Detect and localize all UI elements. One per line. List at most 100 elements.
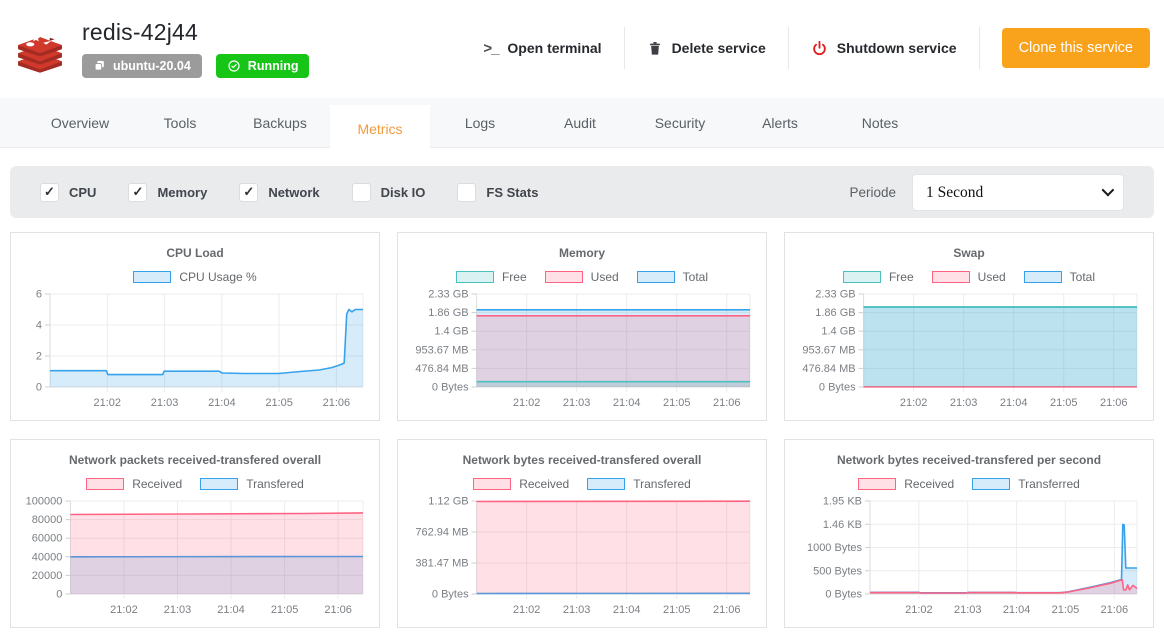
legend-item-received[interactable]: Received xyxy=(86,477,182,491)
tab-overview[interactable]: Overview xyxy=(30,98,130,148)
legend-swatch xyxy=(200,478,238,490)
chart-legend: Received Transferred xyxy=(785,476,1153,492)
svg-text:476.84 MB: 476.84 MB xyxy=(802,363,855,375)
periode-select[interactable]: 1 Second xyxy=(912,174,1124,211)
legend-swatch xyxy=(1024,271,1062,283)
legend-item-transferred[interactable]: Transferred xyxy=(972,477,1080,491)
chart-card-memory: MemoryFreeUsedTotal2.33 GB1.86 GB1.4 GB9… xyxy=(397,232,767,421)
legend-swatch xyxy=(473,478,511,490)
legend-item-cpu-usage[interactable]: CPU Usage % xyxy=(133,270,256,284)
legend-label: Received xyxy=(904,477,954,491)
svg-text:0 Bytes: 0 Bytes xyxy=(825,589,862,601)
checkbox-unchecked[interactable] xyxy=(352,183,371,202)
checkbox-fs-stats[interactable]: FS Stats xyxy=(457,183,538,202)
divider xyxy=(979,27,980,69)
legend-swatch xyxy=(843,271,881,283)
tab-logs[interactable]: Logs xyxy=(430,98,530,148)
checkbox-network[interactable]: ✓ Network xyxy=(239,183,319,202)
legend-item-transfered[interactable]: Transfered xyxy=(200,477,304,491)
tab-metrics[interactable]: Metrics xyxy=(330,105,430,153)
svg-text:21:04: 21:04 xyxy=(613,604,641,616)
clone-service-button[interactable]: Clone this service xyxy=(1002,28,1150,68)
status-badge-label: Running xyxy=(248,59,299,73)
svg-text:21:02: 21:02 xyxy=(900,397,928,409)
chart-plot: 1.12 GB762.94 MB381.47 MB0 Bytes21:0221:… xyxy=(407,496,757,618)
chart-title: Network bytes received-transfered per se… xyxy=(785,453,1153,467)
legend-item-total[interactable]: Total xyxy=(1024,270,1095,284)
legend-item-free[interactable]: Free xyxy=(843,270,914,284)
svg-text:21:03: 21:03 xyxy=(563,604,591,616)
svg-text:953.67 MB: 953.67 MB xyxy=(415,344,468,356)
chart-legend: Free Used Total xyxy=(785,269,1153,285)
legend-item-received[interactable]: Received xyxy=(858,477,954,491)
legend-item-total[interactable]: Total xyxy=(637,270,708,284)
legend-item-transfered[interactable]: Transfered xyxy=(587,477,691,491)
svg-text:4: 4 xyxy=(36,320,42,332)
checkbox-disk-io[interactable]: Disk IO xyxy=(352,183,426,202)
tab-tools[interactable]: Tools xyxy=(130,98,230,148)
svg-text:21:05: 21:05 xyxy=(663,397,691,409)
checkbox-label: Network xyxy=(268,185,319,200)
legend-label: Used xyxy=(591,270,619,284)
svg-text:0: 0 xyxy=(56,589,62,601)
svg-text:21:02: 21:02 xyxy=(513,604,541,616)
trash-icon xyxy=(647,40,663,57)
svg-text:0 Bytes: 0 Bytes xyxy=(819,382,856,394)
legend-item-free[interactable]: Free xyxy=(456,270,527,284)
tab-backups[interactable]: Backups xyxy=(230,98,330,148)
tab-security[interactable]: Security xyxy=(630,98,730,148)
legend-swatch xyxy=(545,271,583,283)
tabbar: OverviewToolsBackupsMetricsLogsAuditSecu… xyxy=(0,98,1164,148)
shutdown-service-label: Shutdown service xyxy=(837,40,957,56)
legend-label: Total xyxy=(683,270,708,284)
legend-swatch xyxy=(637,271,675,283)
checkbox-checked[interactable]: ✓ xyxy=(40,183,59,202)
checkbox-memory[interactable]: ✓Memory xyxy=(128,183,207,202)
checkbox-checked[interactable]: ✓ xyxy=(239,183,258,202)
svg-text:2.33 GB: 2.33 GB xyxy=(815,289,855,301)
delete-service-button[interactable]: Delete service xyxy=(625,26,788,70)
svg-text:0: 0 xyxy=(36,382,42,394)
svg-text:21:04: 21:04 xyxy=(217,604,245,616)
legend-item-received[interactable]: Received xyxy=(473,477,569,491)
chart-plot: 642021:0221:0321:0421:0521:06 xyxy=(20,289,370,411)
legend-label: Free xyxy=(889,270,914,284)
open-terminal-button[interactable]: >_ Open terminal xyxy=(461,26,623,70)
chart-card-network-bytes-received-transfered-per-second: Network bytes received-transfered per se… xyxy=(784,439,1154,628)
svg-text:60000: 60000 xyxy=(32,533,63,545)
svg-text:6: 6 xyxy=(36,289,42,301)
legend-item-used[interactable]: Used xyxy=(932,270,1006,284)
chart-title: Network bytes received-transfered overal… xyxy=(398,453,766,467)
legend-item-used[interactable]: Used xyxy=(545,270,619,284)
chart-plot: 2.33 GB1.86 GB1.4 GB953.67 MB476.84 MB0 … xyxy=(794,289,1144,411)
svg-text:21:06: 21:06 xyxy=(324,604,352,616)
svg-text:21:03: 21:03 xyxy=(164,604,192,616)
delete-service-label: Delete service xyxy=(672,40,766,56)
legend-label: Received xyxy=(132,477,182,491)
svg-text:1.12 GB: 1.12 GB xyxy=(428,496,468,508)
svg-text:1.46 KB: 1.46 KB xyxy=(823,519,862,531)
shutdown-service-button[interactable]: Shutdown service xyxy=(789,26,979,70)
svg-text:500 Bytes: 500 Bytes xyxy=(813,565,862,577)
svg-text:21:04: 21:04 xyxy=(1003,604,1031,616)
chart-title: CPU Load xyxy=(11,246,379,260)
checkbox-checked[interactable]: ✓ xyxy=(128,183,147,202)
svg-text:21:05: 21:05 xyxy=(1052,604,1080,616)
svg-text:1.95 KB: 1.95 KB xyxy=(823,496,862,508)
svg-text:21:04: 21:04 xyxy=(613,397,641,409)
page-title: redis-42j44 xyxy=(82,19,309,46)
periode-select-wrap: 1 Second xyxy=(912,174,1124,211)
tab-alerts[interactable]: Alerts xyxy=(730,98,830,148)
checkbox-cpu[interactable]: ✓CPU xyxy=(40,183,96,202)
svg-text:21:05: 21:05 xyxy=(663,604,691,616)
checkbox-unchecked[interactable] xyxy=(457,183,476,202)
svg-text:20000: 20000 xyxy=(32,570,63,582)
svg-text:21:04: 21:04 xyxy=(1000,397,1028,409)
legend-swatch xyxy=(133,271,171,283)
tab-notes[interactable]: Notes xyxy=(830,98,930,148)
os-badge-label: ubuntu-20.04 xyxy=(113,59,191,73)
svg-text:2.33 GB: 2.33 GB xyxy=(428,289,468,301)
svg-text:21:03: 21:03 xyxy=(563,397,591,409)
chart-card-network-bytes-received-transfered-overall: Network bytes received-transfered overal… xyxy=(397,439,767,628)
tab-audit[interactable]: Audit xyxy=(530,98,630,148)
